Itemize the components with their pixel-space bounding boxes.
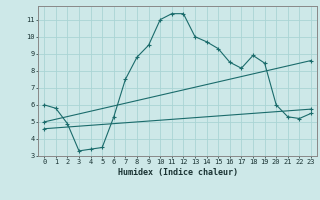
X-axis label: Humidex (Indice chaleur): Humidex (Indice chaleur) (118, 168, 238, 177)
